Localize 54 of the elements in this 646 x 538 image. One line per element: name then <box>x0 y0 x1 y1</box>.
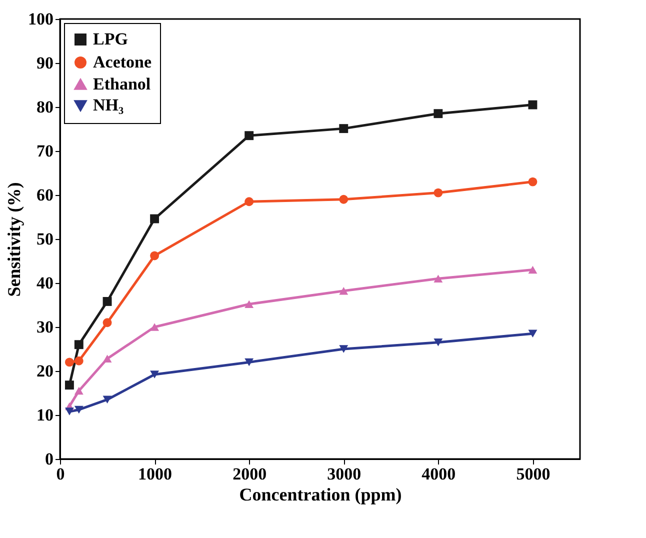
point <box>150 323 160 331</box>
legend-label: NH₃ <box>93 96 124 114</box>
y-tick-label: 50 <box>36 230 54 248</box>
y-tick-label: 100 <box>28 10 54 28</box>
x-tick-label: 1000 <box>138 464 172 484</box>
point <box>74 406 84 414</box>
point <box>150 370 160 378</box>
point <box>244 197 254 206</box>
point <box>434 338 443 346</box>
x-tick-label: 3000 <box>327 464 362 484</box>
point <box>74 356 84 366</box>
y-tick-label: 10 <box>36 406 54 424</box>
point <box>339 287 348 295</box>
point <box>339 194 348 204</box>
x-axis-title: Concentration (ppm) <box>239 484 402 504</box>
point <box>102 396 112 404</box>
y-axis-title: Sensitivity (%) <box>4 182 24 297</box>
point <box>64 358 74 367</box>
y-tick-label: 80 <box>36 98 54 116</box>
point <box>64 408 74 416</box>
y-tick-label: 40 <box>36 274 54 292</box>
point <box>528 266 538 274</box>
y-tick-label: 0 <box>45 450 54 468</box>
point <box>74 340 84 350</box>
point <box>244 358 254 366</box>
point <box>64 380 74 390</box>
point <box>74 386 84 395</box>
x-tick-label: 5000 <box>516 464 550 484</box>
x-tick-label: 2000 <box>232 464 267 484</box>
point <box>244 300 254 308</box>
point <box>528 177 538 186</box>
point <box>339 124 348 134</box>
point <box>150 214 160 224</box>
point <box>434 109 443 118</box>
point <box>150 251 160 260</box>
point <box>102 354 112 363</box>
point <box>528 330 538 338</box>
point <box>102 297 112 306</box>
y-tick-label: 60 <box>36 186 54 204</box>
x-tick-label: 0 <box>56 464 65 484</box>
point <box>102 318 112 328</box>
y-tick-label: 90 <box>36 54 54 72</box>
legend-label: LPG <box>93 30 128 48</box>
y-tick-label: 20 <box>36 362 54 380</box>
point <box>434 274 443 282</box>
legend-label: Ethanol <box>93 74 151 94</box>
point <box>528 100 538 110</box>
legend-label: Acetone <box>93 52 152 72</box>
y-tick-label: 30 <box>36 318 54 336</box>
x-tick-label: 4000 <box>422 464 456 484</box>
point <box>434 188 443 198</box>
point <box>244 131 254 140</box>
y-tick-label: 70 <box>36 142 54 160</box>
point <box>339 345 348 353</box>
